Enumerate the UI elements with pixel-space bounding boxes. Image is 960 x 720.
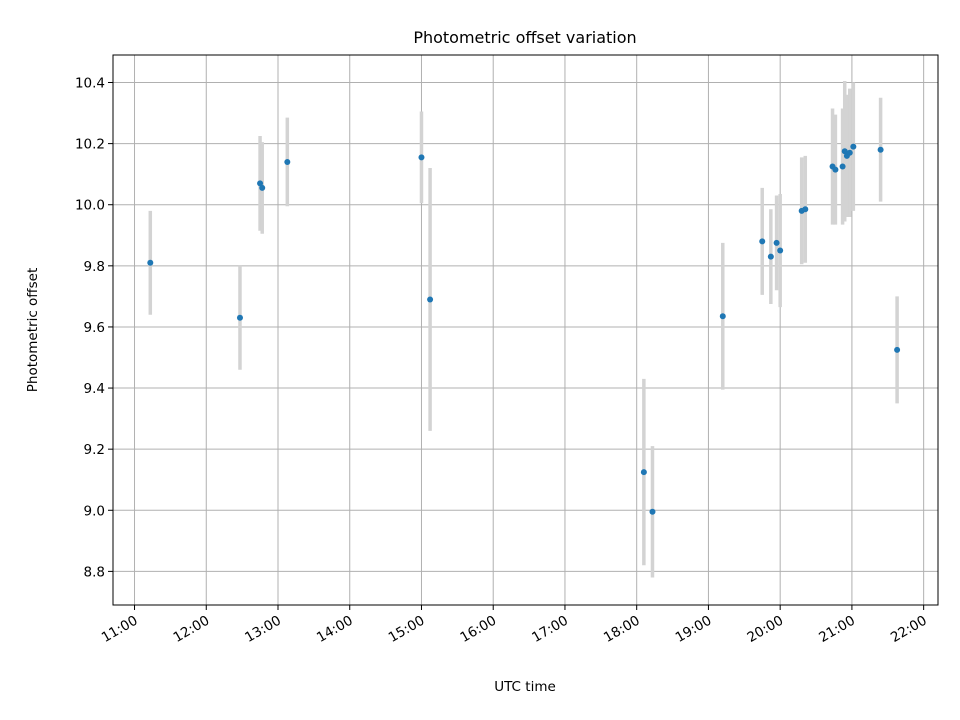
data-point: [877, 146, 884, 153]
y-tick-label: 10.0: [75, 198, 105, 214]
data-point: [850, 143, 857, 150]
data-point: [777, 247, 784, 254]
data-point: [802, 206, 809, 213]
y-tick-label: 8.8: [84, 564, 105, 580]
y-axis-ticks: 8.8 9.0 9.2 9.4 9.6 9.8 10.0 10.2 10.4: [75, 76, 113, 580]
data-point: [719, 313, 726, 320]
data-point: [846, 149, 853, 156]
plot-frame: [112, 54, 939, 606]
data-point: [773, 239, 780, 246]
data-points: [147, 143, 901, 515]
y-axis-label: Photometric offset: [25, 268, 41, 392]
data-point: [894, 346, 901, 353]
data-point: [640, 469, 647, 476]
y-tick-label: 10.2: [75, 137, 105, 153]
data-point: [236, 314, 243, 321]
data-point: [841, 148, 848, 155]
x-axis-label: UTC time: [494, 679, 556, 695]
chart-title: Photometric offset variation: [413, 28, 636, 47]
y-tick-label: 10.4: [75, 76, 105, 92]
y-tick-label: 9.8: [84, 259, 105, 275]
data-point: [649, 508, 656, 515]
data-point: [759, 238, 766, 245]
data-point: [839, 163, 846, 170]
y-tick-label: 9.4: [84, 381, 105, 397]
data-point: [259, 184, 266, 191]
data-point: [832, 166, 839, 173]
data-point: [147, 259, 154, 266]
y-tick-label: 9.2: [84, 442, 105, 458]
data-point: [257, 180, 264, 187]
data-point: [427, 296, 434, 303]
data-point: [767, 253, 774, 260]
y-tick-label: 9.6: [84, 320, 105, 336]
data-point: [284, 158, 291, 165]
data-point: [418, 154, 425, 161]
y-tick-label: 9.0: [84, 503, 105, 519]
